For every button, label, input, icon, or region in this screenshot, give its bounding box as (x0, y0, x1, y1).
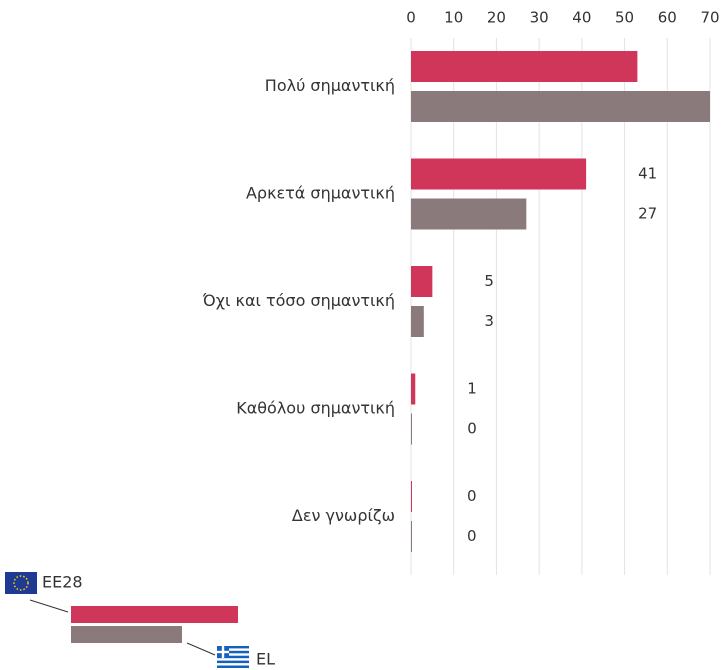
bar (411, 266, 433, 297)
category-label: Δεν γνωρίζω (292, 506, 395, 525)
x-tick-label: 0 (406, 9, 416, 27)
bar (411, 306, 424, 337)
legend-swatch (71, 606, 238, 623)
bar (411, 373, 416, 405)
category-label: Όχι και τόσο σημαντική (202, 291, 395, 310)
category-label: Πολύ σημαντική (265, 76, 395, 95)
bar (411, 521, 412, 552)
value-label: 0 (467, 527, 477, 545)
bar (411, 51, 638, 82)
bar (411, 91, 710, 122)
legend-label: EL (256, 650, 275, 669)
bar (411, 198, 527, 230)
legend-swatch (71, 626, 182, 643)
value-label: 1 (467, 380, 477, 398)
category-label: Αρκετά σημαντική (246, 184, 395, 203)
x-tick-label: 30 (530, 9, 549, 27)
x-tick-label: 40 (572, 9, 591, 27)
bar (411, 158, 587, 190)
category-label: Καθόλου σημαντική (236, 399, 395, 418)
legend-connector (186, 642, 216, 656)
value-label: 0 (467, 487, 477, 505)
value-label: 41 (638, 165, 657, 183)
value-label: 5 (484, 272, 494, 290)
bar (411, 413, 412, 445)
x-tick-label: 20 (487, 9, 506, 27)
x-tick-label: 70 (700, 9, 719, 27)
legend-connector (29, 599, 69, 613)
value-label: 3 (484, 312, 494, 330)
legend-label: EE28 (42, 573, 83, 592)
value-label: 0 (467, 420, 477, 438)
eu-flag (5, 572, 37, 594)
greek-flag (217, 646, 249, 668)
value-label: 27 (638, 205, 657, 223)
bar (411, 481, 412, 512)
x-tick-label: 60 (658, 9, 677, 27)
x-tick-label: 50 (615, 9, 634, 27)
x-tick-label: 10 (444, 9, 463, 27)
